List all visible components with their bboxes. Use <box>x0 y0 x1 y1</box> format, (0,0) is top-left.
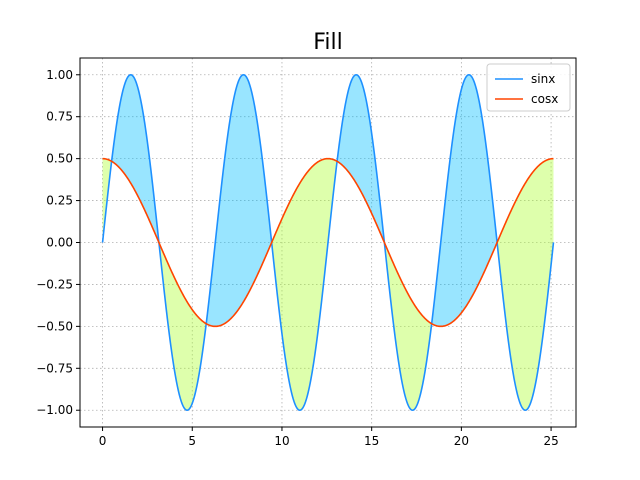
legend-label: cosx <box>531 92 558 106</box>
line-layer <box>101 73 555 412</box>
plot-area: 0 5 10 15 20 25 −1.00 −0.75 −0.50 −0.25 0.00 0.25 0.… <box>36 57 577 448</box>
x-tick-label: 20 <box>454 434 469 448</box>
x-tick-label: 15 <box>364 434 379 448</box>
y-tick-label: 1.00 <box>46 68 73 82</box>
x-tick-label: 0 <box>99 434 107 448</box>
fill-region-sin-below <box>384 242 432 411</box>
y-tick-label: 0.00 <box>46 236 73 250</box>
fill-region-sin-above <box>431 74 497 327</box>
fill-region-sin-below <box>271 158 338 411</box>
y-tick-label: 0.25 <box>46 194 73 208</box>
y-tick-label: −0.75 <box>36 361 73 375</box>
fill-region-sin-below <box>497 158 554 411</box>
y-tick-label: −1.00 <box>36 403 73 417</box>
fill-region-sin-above <box>337 74 384 242</box>
y-tick-label: 0.50 <box>46 152 73 166</box>
y-tick-label: −0.50 <box>36 319 73 333</box>
series-line-sinx <box>101 73 555 412</box>
legend: sinx cosx <box>486 63 571 112</box>
fill-region-sin-above <box>112 74 159 242</box>
y-tick-label: −0.25 <box>36 277 73 291</box>
series-line-cosx <box>102 157 554 328</box>
y-tick-label: 0.75 <box>46 110 73 124</box>
fill-region-sin-below <box>158 242 206 411</box>
x-tick-label: 25 <box>543 434 558 448</box>
x-tick-label: 5 <box>188 434 196 448</box>
tick-layer: 0 5 10 15 20 25 −1.00 −0.75 −0.50 −0.25 0.00 0.25 0.… <box>36 68 559 448</box>
fill-layer <box>102 74 554 411</box>
legend-label: sinx <box>531 72 555 86</box>
chart-title: Fill <box>313 30 342 55</box>
x-tick-label: 10 <box>274 434 289 448</box>
fill-region-sin-above <box>206 74 272 327</box>
